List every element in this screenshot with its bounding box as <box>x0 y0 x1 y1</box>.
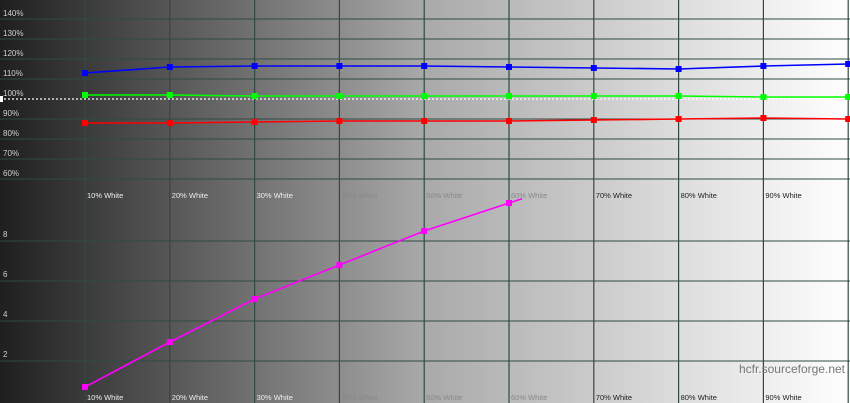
x-tick-label: 10% White <box>87 191 123 200</box>
y-tick-label: 2 <box>3 350 8 359</box>
x-tick-label: 80% White <box>681 191 717 200</box>
data-point <box>336 118 343 124</box>
x-tick-label: 70% White <box>596 393 632 402</box>
data-point <box>166 120 173 126</box>
y-tick-label: 6 <box>3 270 8 279</box>
reference-marker <box>0 96 3 102</box>
data-point <box>251 296 258 302</box>
x-tick-label: 40% White <box>341 393 377 402</box>
data-point <box>506 118 512 124</box>
data-point <box>675 116 682 122</box>
data-point <box>760 94 767 100</box>
y-tick-label: 110% <box>3 69 23 78</box>
x-tick-label: 30% White <box>257 191 293 200</box>
data-point <box>166 92 173 98</box>
data-point <box>590 93 597 99</box>
data-point <box>675 66 682 72</box>
x-tick-label: 30% White <box>257 393 293 402</box>
y-tick-label: 90% <box>3 109 19 118</box>
data-point <box>675 93 682 99</box>
data-point <box>82 70 88 76</box>
data-point <box>506 200 512 206</box>
x-tick-label: 20% White <box>172 191 208 200</box>
y-tick-label: 130% <box>3 29 23 38</box>
x-tick-label: 10% White <box>87 393 123 402</box>
x-tick-label: 20% White <box>172 393 208 402</box>
x-tick-label: 70% White <box>596 191 632 200</box>
data-point <box>590 65 597 71</box>
data-point <box>251 63 258 69</box>
x-tick-label: 80% White <box>681 393 717 402</box>
data-point <box>421 228 428 234</box>
data-point <box>82 120 88 126</box>
y-tick-label: 8 <box>3 230 8 239</box>
y-tick-label: 4 <box>3 310 8 319</box>
data-point <box>421 63 428 69</box>
data-point <box>760 63 767 69</box>
x-tick-label: 90% White <box>765 191 801 200</box>
data-point <box>760 115 767 121</box>
data-point <box>82 384 88 390</box>
data-point <box>82 92 88 98</box>
data-point <box>845 94 850 100</box>
data-point <box>251 119 258 125</box>
data-point <box>845 116 850 122</box>
y-tick-label: 60% <box>3 169 19 178</box>
x-tick-label: 90% White <box>765 393 801 402</box>
data-point <box>166 339 173 345</box>
x-tick-label: 40% White <box>341 191 377 200</box>
data-point <box>166 64 173 70</box>
series-line <box>84 63 849 74</box>
y-tick-label: 140% <box>3 9 23 18</box>
data-point <box>421 118 428 124</box>
x-tick-label: 60% White <box>511 191 547 200</box>
data-point <box>506 93 512 99</box>
x-tick-label: 50% White <box>426 393 462 402</box>
series-line <box>85 94 849 98</box>
y-tick-label: 80% <box>3 129 19 138</box>
data-point <box>336 63 343 69</box>
x-tick-label: 50% White <box>426 191 462 200</box>
series-line <box>85 117 849 124</box>
y-tick-label: 120% <box>3 49 23 58</box>
data-point <box>421 93 428 99</box>
data-point <box>506 64 512 70</box>
x-tick-label: 60% White <box>511 393 547 402</box>
data-point <box>336 93 343 99</box>
data-point <box>251 93 258 99</box>
data-point <box>336 262 343 268</box>
data-point <box>845 61 850 67</box>
y-tick-label: 100% <box>3 89 23 98</box>
y-tick-label: 70% <box>3 149 19 158</box>
data-point <box>590 117 597 123</box>
watermark: hcfr.sourceforge.net <box>739 362 846 376</box>
